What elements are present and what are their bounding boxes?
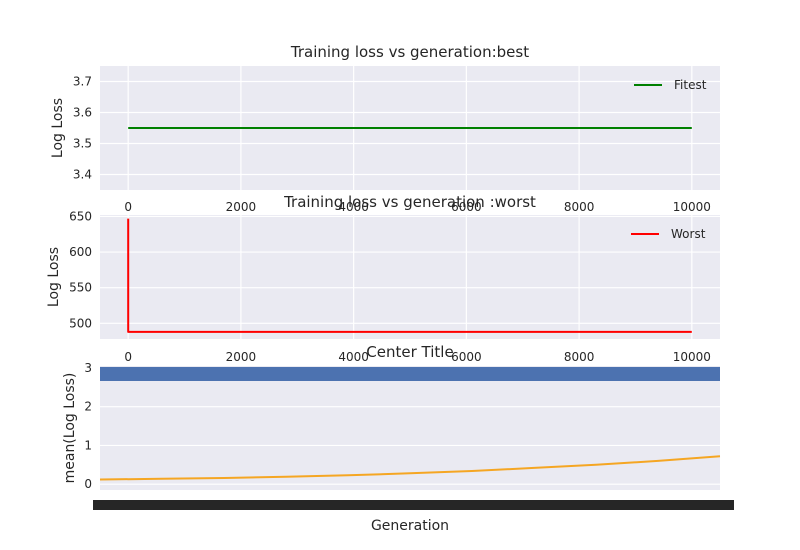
y-tick-label: 0 xyxy=(84,477,92,491)
x-tick-label: 10000 xyxy=(673,200,711,214)
legend: Fitest xyxy=(634,78,707,92)
y-axis-label: Log Loss xyxy=(46,247,62,307)
y-tick-label: 650 xyxy=(69,209,92,223)
grid xyxy=(100,66,720,190)
y-tick-label: 3.7 xyxy=(73,75,92,89)
series-line-worst xyxy=(127,218,692,333)
y-tick-label: 3.5 xyxy=(73,137,92,151)
y-axis-label: mean(Log Loss) xyxy=(62,373,78,484)
y-tick-label: 550 xyxy=(69,281,92,295)
x-tick-label: 0 xyxy=(124,350,132,364)
panel-worst: 500 550 600 650 0 2000 4000 6000 8000 10000 Train… xyxy=(46,193,720,364)
x-tick-label: 2000 xyxy=(226,200,257,214)
series-lines xyxy=(99,455,721,481)
series-lines xyxy=(127,218,692,333)
ticks: 3.4 3.5 3.6 3.7 0 2000 4000 6000 8000 10000 xyxy=(73,75,711,215)
ticks: 500 550 600 650 0 2000 4000 6000 8000 10000 xyxy=(69,209,711,364)
legend-label-worst: Worst xyxy=(671,227,706,241)
legend: Worst xyxy=(631,227,706,241)
ticks: 0 1 2 3 xyxy=(84,361,92,491)
overlapping-x-tick-labels xyxy=(93,500,734,510)
x-tick-label: 2000 xyxy=(226,350,257,364)
y-tick-label: 500 xyxy=(69,316,92,330)
y-tick-label: 3.4 xyxy=(73,168,92,182)
plot-area xyxy=(100,215,720,339)
y-tick-label: 3 xyxy=(84,361,92,375)
x-tick-label: 10000 xyxy=(673,350,711,364)
x-tick-label: 6000 xyxy=(451,350,482,364)
chart-title: Training loss vs generation :worst xyxy=(283,193,536,211)
x-axis-label: Generation xyxy=(371,518,449,534)
x-tick-label: 6000 xyxy=(451,200,482,214)
panel-best: 3.4 3.5 3.6 3.7 0 2000 4000 6000 8000 10000 Train… xyxy=(50,43,720,214)
x-tick-label: 4000 xyxy=(338,350,369,364)
x-tick-label: 8000 xyxy=(564,200,595,214)
y-tick-label: 1 xyxy=(84,438,92,452)
chart-title: Training loss vs generation:best xyxy=(290,43,529,61)
chart-title: Center Title xyxy=(366,343,453,361)
grid xyxy=(100,215,720,339)
y-axis-label: Log Loss xyxy=(50,98,66,158)
series-line-mean xyxy=(99,455,721,481)
x-tick-label: 8000 xyxy=(564,350,595,364)
x-tick-label: 4000 xyxy=(338,200,369,214)
y-tick-label: 3.6 xyxy=(73,106,92,120)
panel-center: 0 1 2 3 Center Title mean(Log Loss) Generat… xyxy=(62,343,734,534)
x-tick-label: 0 xyxy=(124,200,132,214)
y-tick-label: 2 xyxy=(84,400,92,414)
y-tick-label: 600 xyxy=(69,245,92,259)
header-bar xyxy=(100,367,720,381)
legend-label-fitest: Fitest xyxy=(674,78,707,92)
plot-area xyxy=(100,366,720,490)
